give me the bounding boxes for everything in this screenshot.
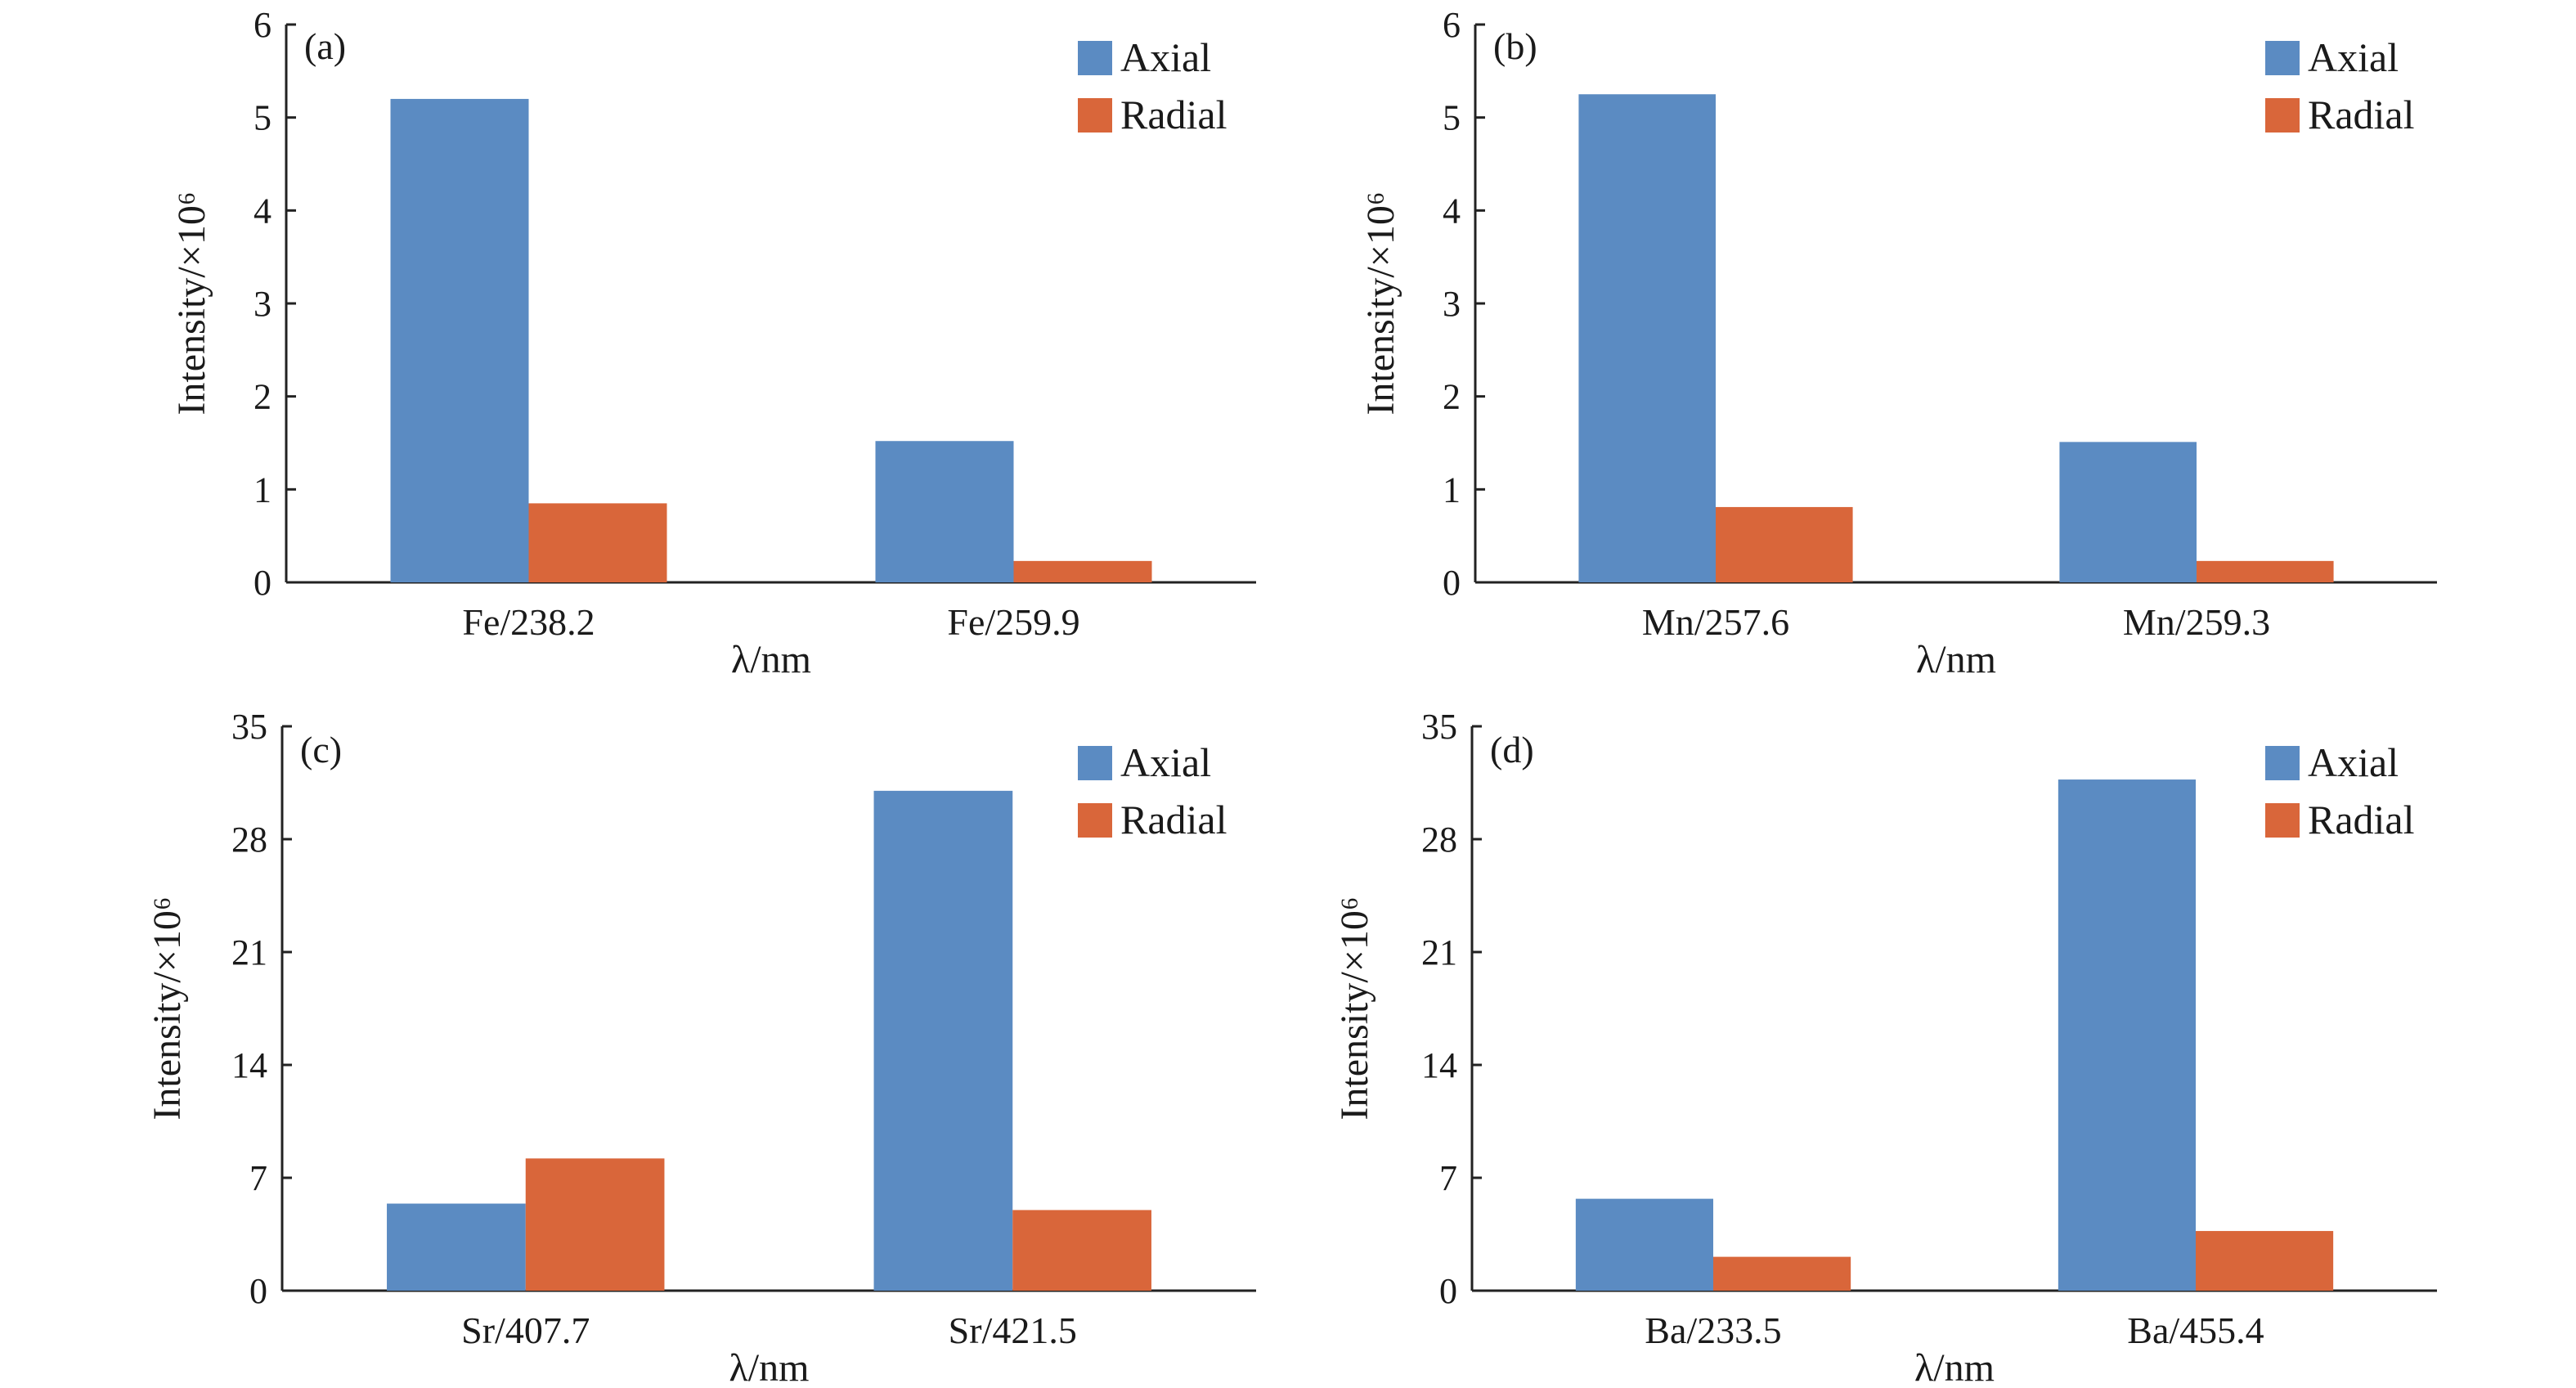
x-axis-title: λ/nm [1914,1346,1995,1388]
y-tick-label: 6 [254,5,272,45]
y-tick-label: 35 [231,707,267,747]
panel-label: (d) [1490,729,1534,770]
y-tick-label: 21 [1421,932,1457,972]
legend-swatch-axial [1078,41,1112,75]
legend-swatch-radial [2265,803,2300,838]
y-axis-title: Intensity/×10⁶ [1333,896,1376,1120]
chart-panel: 0 1 2 3 4 5 6 Mn/257.6 Mn/259.3 λ/nm Intensity/×10… [1359,5,2437,681]
legend-label-radial: Radial [2308,92,2415,137]
bar-radial [2197,560,2334,582]
legend-label-axial: Axial [1120,34,1211,80]
y-tick-label: 4 [1443,191,1461,231]
x-tick-label: Mn/259.3 [2123,601,2270,643]
y-axis-title: Intensity/×10⁶ [170,191,213,415]
bar-radial [525,1158,665,1291]
bar-axial [2058,779,2196,1291]
legend-swatch-radial [2265,98,2300,133]
bar-axial [390,98,529,582]
legend-label-axial: Axial [1120,739,1211,785]
panel-label: (b) [1493,25,1537,67]
legend-label-radial: Radial [1120,92,1227,137]
x-tick-label: Ba/233.5 [1645,1309,1781,1351]
legend-swatch-axial [1078,746,1112,780]
y-tick-label: 0 [1443,563,1461,603]
bar-axial [873,790,1013,1291]
legend-swatch-radial [1078,98,1112,133]
bar-radial [1716,506,1853,582]
x-tick-label: Fe/259.9 [947,601,1079,643]
legend-swatch-radial [1078,803,1112,838]
bar-radial [1713,1256,1851,1291]
bar-axial [1578,94,1716,582]
bar-axial [875,441,1014,582]
y-tick-label: 6 [1443,5,1461,45]
y-tick-label: 0 [1439,1271,1457,1311]
panel-label: (c) [300,729,342,770]
bar-radial [528,503,667,582]
y-tick-label: 35 [1421,707,1457,747]
y-tick-label: 4 [254,191,272,231]
y-tick-label: 0 [249,1271,267,1311]
bar-radial [2196,1231,2334,1291]
y-tick-label: 3 [1443,284,1461,324]
y-tick-label: 14 [231,1045,267,1085]
legend-swatch-axial [2265,746,2300,780]
bar-axial [2059,442,2197,582]
y-tick-label: 2 [254,377,272,417]
y-tick-label: 5 [1443,98,1461,138]
x-axis-title: λ/nm [729,1346,810,1388]
legend-label-radial: Radial [2308,797,2415,842]
y-axis-title: Intensity/×10⁶ [146,896,189,1120]
y-tick-label: 7 [249,1158,267,1198]
legend-label-radial: Radial [1120,797,1227,842]
y-tick-label: 2 [1443,377,1461,417]
bar-axial [387,1203,526,1291]
x-tick-label: Mn/257.6 [1642,601,1789,643]
legend-swatch-axial [2265,41,2300,75]
bar-radial [1012,1210,1151,1291]
y-tick-label: 28 [1421,820,1457,860]
y-tick-label: 5 [254,98,272,138]
chart-panel: 0 7 14 21 28 35 Sr/407.7 Sr/421.5 λ/nm Intensity/… [146,707,1256,1388]
chart-panel: 0 7 14 21 28 35 Ba/233.5 Ba/455.4 λ/nm Intensity/… [1333,707,2437,1388]
x-axis-title: λ/nm [1916,638,1996,681]
y-tick-label: 7 [1439,1158,1457,1198]
y-tick-label: 1 [1443,469,1461,510]
y-tick-label: 3 [254,284,272,324]
x-tick-label: Ba/455.4 [2127,1309,2264,1351]
y-tick-label: 0 [254,563,272,603]
y-tick-label: 28 [231,820,267,860]
x-tick-label: Fe/238.2 [462,601,595,643]
x-tick-label: Sr/421.5 [949,1309,1077,1351]
panel-label: (a) [304,25,346,67]
bar-radial [1013,560,1152,582]
bar-axial [1575,1198,1713,1291]
y-axis-title: Intensity/×10⁶ [1359,191,1402,415]
legend-label-axial: Axial [2308,34,2399,80]
legend-label-axial: Axial [2308,739,2399,785]
y-tick-label: 1 [254,469,272,510]
chart-panel: 0 1 2 3 4 5 6 Fe/238.2 Fe/259.9 λ/nm Intensity/×10… [170,5,1256,681]
x-axis-title: λ/nm [731,638,811,681]
x-tick-label: Sr/407.7 [461,1309,590,1351]
y-tick-label: 21 [231,932,267,972]
y-tick-label: 14 [1421,1045,1457,1085]
